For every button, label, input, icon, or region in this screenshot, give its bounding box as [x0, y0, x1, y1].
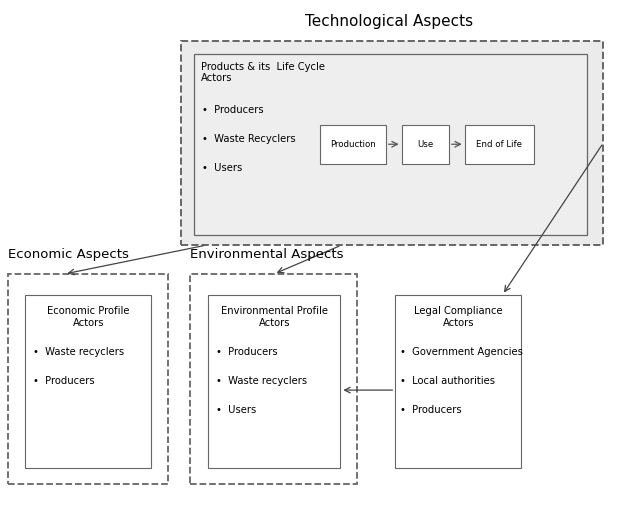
- Bar: [320, 124, 386, 164]
- Text: •  Waste recyclers: • Waste recyclers: [216, 376, 307, 386]
- Text: Environmental Aspects: Environmental Aspects: [191, 248, 344, 261]
- Text: •  Users: • Users: [203, 163, 242, 173]
- Text: •  Government Agencies: • Government Agencies: [400, 347, 523, 357]
- Text: •  Producers: • Producers: [203, 105, 264, 115]
- Text: Economic Profile
Actors: Economic Profile Actors: [47, 307, 130, 328]
- Text: Production: Production: [330, 140, 375, 149]
- Text: Use: Use: [417, 140, 434, 149]
- Text: Economic Aspects: Economic Aspects: [8, 248, 128, 261]
- Text: Products & its  Life Cycle
Actors: Products & its Life Cycle Actors: [201, 62, 325, 83]
- Bar: [401, 124, 449, 164]
- Text: End of Life: End of Life: [476, 140, 522, 149]
- Bar: [181, 41, 603, 245]
- Bar: [395, 295, 522, 468]
- Text: •  Waste Recyclers: • Waste Recyclers: [203, 134, 296, 144]
- Text: •  Producers: • Producers: [33, 376, 94, 386]
- Bar: [208, 295, 341, 468]
- Text: •  Local authorities: • Local authorities: [400, 376, 495, 386]
- Bar: [8, 274, 168, 484]
- Text: Technological Aspects: Technological Aspects: [305, 15, 473, 30]
- Text: •  Producers: • Producers: [400, 405, 462, 415]
- Bar: [465, 124, 534, 164]
- Text: Environmental Profile
Actors: Environmental Profile Actors: [221, 307, 328, 328]
- Text: •  Users: • Users: [216, 405, 256, 415]
- Text: Legal Compliance
Actors: Legal Compliance Actors: [414, 307, 503, 328]
- Bar: [25, 295, 151, 468]
- Bar: [194, 54, 587, 235]
- Text: •  Waste recyclers: • Waste recyclers: [33, 347, 124, 357]
- Bar: [191, 274, 358, 484]
- Text: •  Producers: • Producers: [216, 347, 277, 357]
